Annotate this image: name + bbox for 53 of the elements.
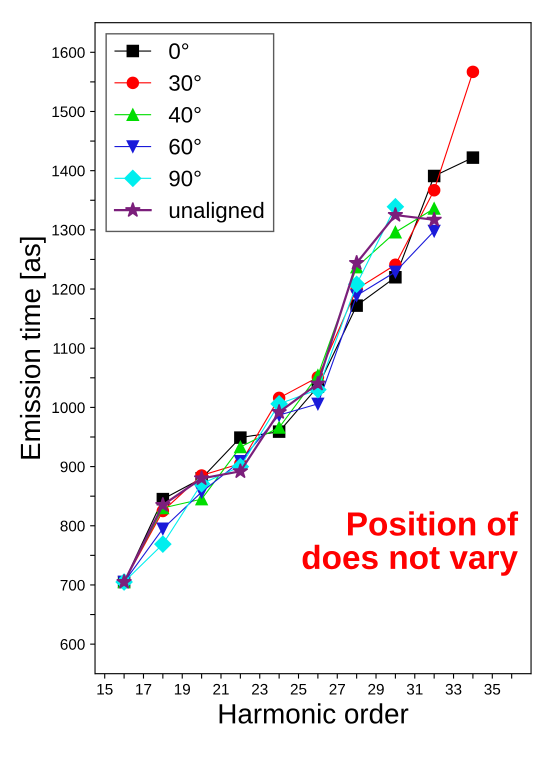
point [387, 206, 404, 222]
point [348, 276, 366, 293]
y-tick-label: 1200 [52, 284, 85, 295]
legend-label: 90° [169, 170, 201, 186]
y-tick-label: 1300 [52, 224, 85, 236]
x-tick-label: 31 [406, 684, 423, 695]
x-tick-label: 23 [252, 684, 268, 695]
annotation: Position of does not vary [302, 511, 518, 576]
point [154, 496, 171, 512]
point [389, 226, 402, 238]
y-tick-label: 1500 [52, 106, 85, 118]
point [428, 170, 440, 182]
y-tick-label: 800 [60, 520, 85, 532]
x-tick-label: 29 [368, 684, 384, 695]
x-tick-label: 21 [213, 684, 229, 695]
point [428, 202, 440, 215]
point [348, 254, 365, 270]
point [154, 536, 172, 553]
y-tick-label: 700 [60, 580, 85, 591]
y-tick-label: 1100 [54, 343, 85, 354]
legend-label: 30° [169, 75, 201, 91]
legend-label: unaligned [170, 202, 264, 223]
legend-label: 0° [169, 43, 188, 60]
y-axis-title: Emission time [as] [20, 238, 46, 459]
point [428, 184, 440, 196]
x-tick-label: 35 [484, 684, 500, 695]
x-tick-label: 25 [290, 684, 306, 695]
y-tick-label: 1400 [52, 166, 85, 176]
x-tick-label: 17 [136, 684, 152, 695]
point [271, 404, 288, 420]
point [312, 398, 324, 410]
point [426, 211, 442, 227]
point [428, 224, 440, 238]
legend-label: 40° [168, 106, 201, 123]
x-tick-label: 19 [174, 684, 190, 695]
point [466, 66, 480, 78]
point [232, 462, 248, 478]
y-tick-label: 900 [60, 461, 85, 472]
point [310, 375, 326, 391]
y-tick-label: 600 [60, 639, 85, 650]
y-tick-label: 1600 [52, 47, 85, 58]
x-tick-label: 27 [330, 684, 345, 695]
point [466, 151, 480, 164]
y-tick-label: 1000 [52, 402, 85, 414]
x-axis-title: Harmonic order [220, 703, 408, 724]
x-tick-label: 15 [97, 684, 113, 695]
point [272, 421, 286, 434]
point [389, 266, 402, 278]
x-tick-label: 33 [446, 684, 462, 695]
legend-label: 60° [169, 138, 201, 155]
point [156, 522, 170, 535]
point [234, 440, 247, 454]
point [234, 431, 247, 444]
